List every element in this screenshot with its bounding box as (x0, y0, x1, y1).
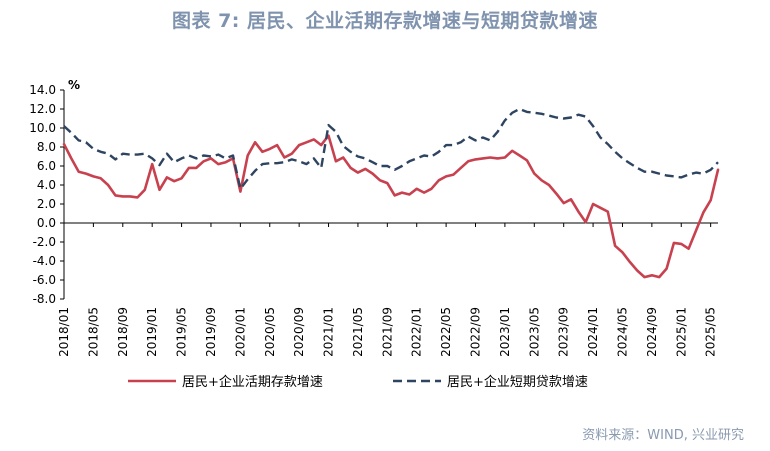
x-tick-label: 2020/09 (292, 307, 306, 357)
y-tick-label: -6.0 (33, 273, 56, 287)
y-tick-label: 4.0 (37, 178, 56, 192)
x-tick-label: 2021/05 (351, 307, 365, 357)
x-tick-label: 2019/05 (175, 307, 189, 357)
x-tick-label: 2019/09 (204, 307, 218, 357)
x-tick-label: 2020/01 (233, 307, 247, 357)
x-tick-label: 2021/01 (322, 307, 336, 357)
x-tick-label: 2023/01 (498, 307, 512, 357)
y-axis: 14.0 12.0 10.0 8.0 6.0 4.0 2.0 0.0 -2.0 -4.0 -6.0 -… (29, 83, 65, 306)
x-tick-label: 2025/01 (674, 307, 688, 357)
x-tick-label: 2021/09 (380, 307, 394, 357)
x-tick-label: 2023/09 (557, 307, 571, 357)
legend-label: 居民+企业活期存款增速 (182, 374, 323, 390)
x-axis: 2018/01 2018/05 2018/09 2019/01 2019/05 2019/… (57, 222, 718, 357)
y-tick-label: -8.0 (33, 292, 56, 306)
x-tick-label: 2022/05 (439, 307, 453, 357)
x-tick-label: 2018/05 (86, 307, 100, 357)
y-tick-label: 12.0 (29, 102, 56, 116)
chart-title: 图表 7: 居民、企业活期存款增速与短期贷款增速 (171, 10, 599, 32)
x-tick-label: 2022/09 (469, 307, 483, 357)
x-tick-label: 2024/01 (586, 307, 600, 357)
y-unit-label: % (68, 78, 80, 92)
x-tick-label: 2019/01 (145, 307, 159, 357)
series-layer (62, 107, 720, 279)
y-tick-label: -4.0 (33, 254, 56, 268)
x-tick-label: 2023/05 (527, 307, 541, 357)
x-tick-label: 2024/05 (615, 307, 629, 357)
x-tick-label: 2022/01 (410, 307, 424, 357)
y-tick-label: 0.0 (37, 216, 56, 230)
y-tick-label: 8.0 (37, 140, 56, 154)
series-line-demand-deposit (62, 134, 720, 279)
series-line-short-loan (63, 107, 719, 191)
x-tick-label: 2018/09 (116, 307, 130, 357)
x-tick-label: 2024/09 (645, 307, 659, 357)
y-tick-label: 14.0 (29, 83, 56, 97)
x-tick-label: 2025/05 (704, 307, 718, 357)
y-tick-label: 6.0 (37, 159, 56, 173)
y-tick-label: 10.0 (29, 121, 56, 135)
x-tick-label: 2018/01 (57, 307, 71, 357)
legend-label: 居民+企业短期贷款增速 (447, 374, 588, 390)
y-tick-label: -2.0 (33, 235, 56, 249)
source-note: 资料来源：WIND, 兴业研究 (582, 428, 744, 443)
legend: 居民+企业活期存款增速 居民+企业短期贷款增速 (128, 374, 588, 390)
y-tick-label: 2.0 (37, 197, 56, 211)
x-tick-label: 2020/05 (263, 307, 277, 357)
